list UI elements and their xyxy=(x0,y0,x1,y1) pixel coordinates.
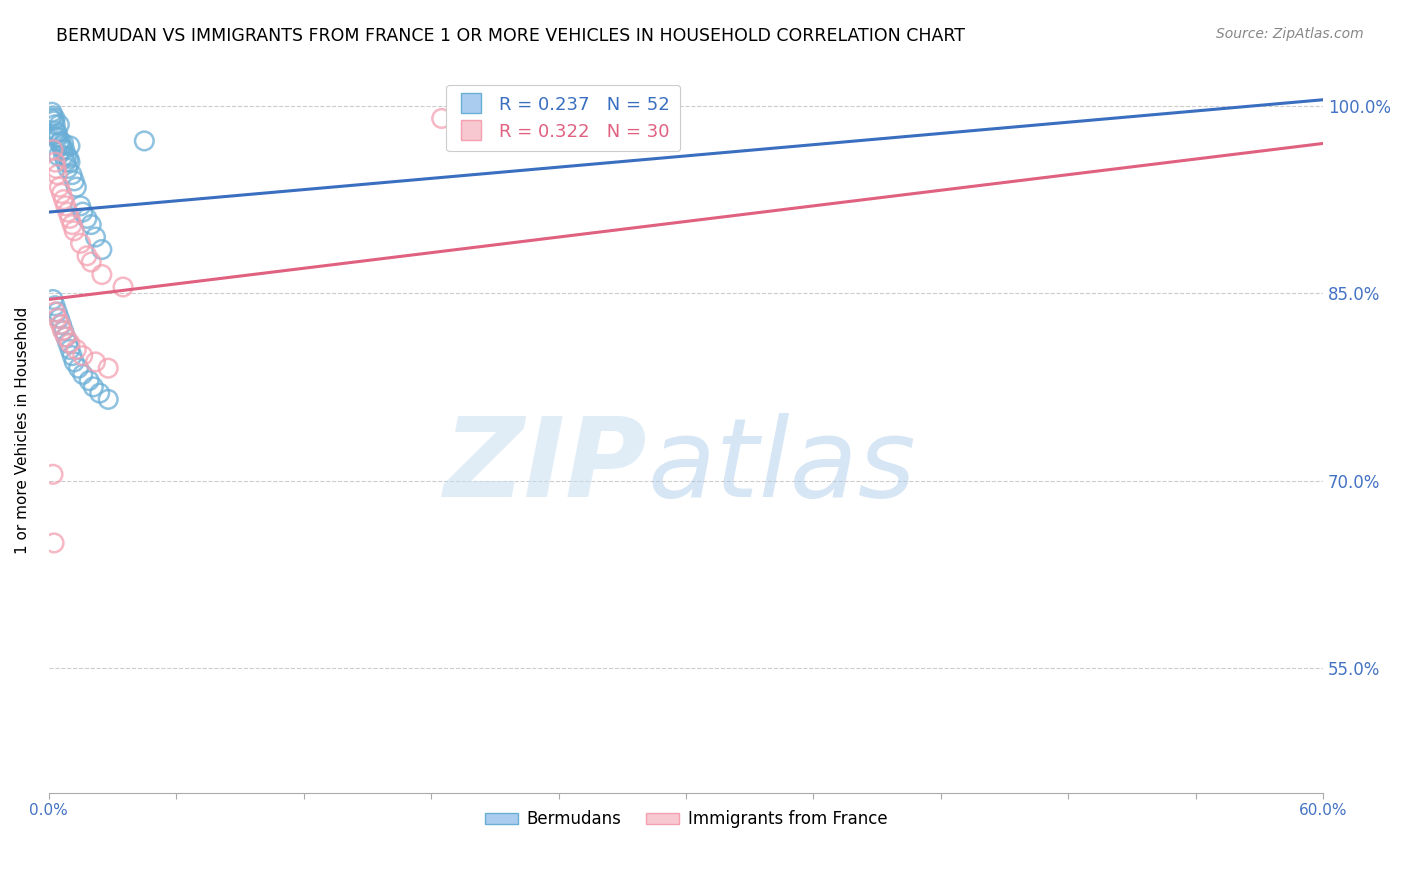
Point xyxy=(84,355,107,369)
Point xyxy=(60,349,83,363)
Point xyxy=(56,161,79,176)
Point xyxy=(65,343,87,357)
Point xyxy=(72,368,94,382)
Point xyxy=(46,168,69,182)
Point xyxy=(76,211,98,226)
Point xyxy=(90,268,112,282)
Point xyxy=(48,118,70,132)
Point xyxy=(112,280,135,294)
Point xyxy=(63,174,86,188)
Point xyxy=(63,224,86,238)
Text: Source: ZipAtlas.com: Source: ZipAtlas.com xyxy=(1216,27,1364,41)
Point xyxy=(39,112,62,126)
Point xyxy=(48,311,70,326)
Point xyxy=(48,136,70,151)
Point xyxy=(67,361,90,376)
Point xyxy=(59,139,82,153)
Point xyxy=(51,324,73,338)
Point xyxy=(59,211,82,226)
Point xyxy=(55,330,77,344)
Point xyxy=(42,467,65,482)
Point xyxy=(44,112,66,126)
Point xyxy=(42,143,65,157)
Text: BERMUDAN VS IMMIGRANTS FROM FRANCE 1 OR MORE VEHICLES IN HOUSEHOLD CORRELATION C: BERMUDAN VS IMMIGRANTS FROM FRANCE 1 OR … xyxy=(56,27,966,45)
Point xyxy=(42,293,65,307)
Point xyxy=(69,199,91,213)
Point xyxy=(60,168,83,182)
Point xyxy=(65,180,87,194)
Point xyxy=(82,380,104,394)
Point xyxy=(90,243,112,257)
Point xyxy=(52,193,75,207)
Point xyxy=(52,149,75,163)
Point xyxy=(69,236,91,251)
Text: ZIP: ZIP xyxy=(444,413,648,520)
Point xyxy=(97,392,120,407)
Point xyxy=(51,318,73,332)
Point xyxy=(63,355,86,369)
Point xyxy=(72,205,94,219)
Point xyxy=(46,311,69,326)
Point xyxy=(59,336,82,351)
Point xyxy=(134,134,156,148)
Point xyxy=(51,143,73,157)
Point xyxy=(46,305,69,319)
Point xyxy=(51,139,73,153)
Point xyxy=(77,374,100,388)
Point xyxy=(42,536,65,550)
Y-axis label: 1 or more Vehicles in Household: 1 or more Vehicles in Household xyxy=(15,307,30,554)
Point xyxy=(55,155,77,169)
Point xyxy=(49,134,72,148)
Point xyxy=(42,109,65,123)
Point xyxy=(49,318,72,332)
Point xyxy=(44,118,66,132)
Point xyxy=(56,336,79,351)
Point xyxy=(52,136,75,151)
Point xyxy=(89,386,111,401)
Point xyxy=(46,127,69,141)
Point xyxy=(51,186,73,201)
Point xyxy=(430,112,453,126)
Point xyxy=(60,218,83,232)
Point xyxy=(80,255,103,269)
Point xyxy=(48,180,70,194)
Point xyxy=(44,155,66,169)
Legend: Bermudans, Immigrants from France: Bermudans, Immigrants from France xyxy=(478,804,894,835)
Text: atlas: atlas xyxy=(648,413,917,520)
Point xyxy=(80,218,103,232)
Point xyxy=(97,361,120,376)
Point xyxy=(46,130,69,145)
Point xyxy=(53,143,76,157)
Point xyxy=(84,230,107,244)
Point xyxy=(52,324,75,338)
Point xyxy=(45,124,67,138)
Point xyxy=(55,199,77,213)
Point xyxy=(59,155,82,169)
Point xyxy=(72,349,94,363)
Point xyxy=(41,105,63,120)
Point xyxy=(44,299,66,313)
Point xyxy=(45,161,67,176)
Point xyxy=(56,205,79,219)
Point xyxy=(44,305,66,319)
Point xyxy=(46,149,69,163)
Point xyxy=(56,149,79,163)
Point xyxy=(55,330,77,344)
Point xyxy=(45,130,67,145)
Point xyxy=(76,249,98,263)
Point xyxy=(58,152,80,166)
Point xyxy=(42,114,65,128)
Point xyxy=(59,343,82,357)
